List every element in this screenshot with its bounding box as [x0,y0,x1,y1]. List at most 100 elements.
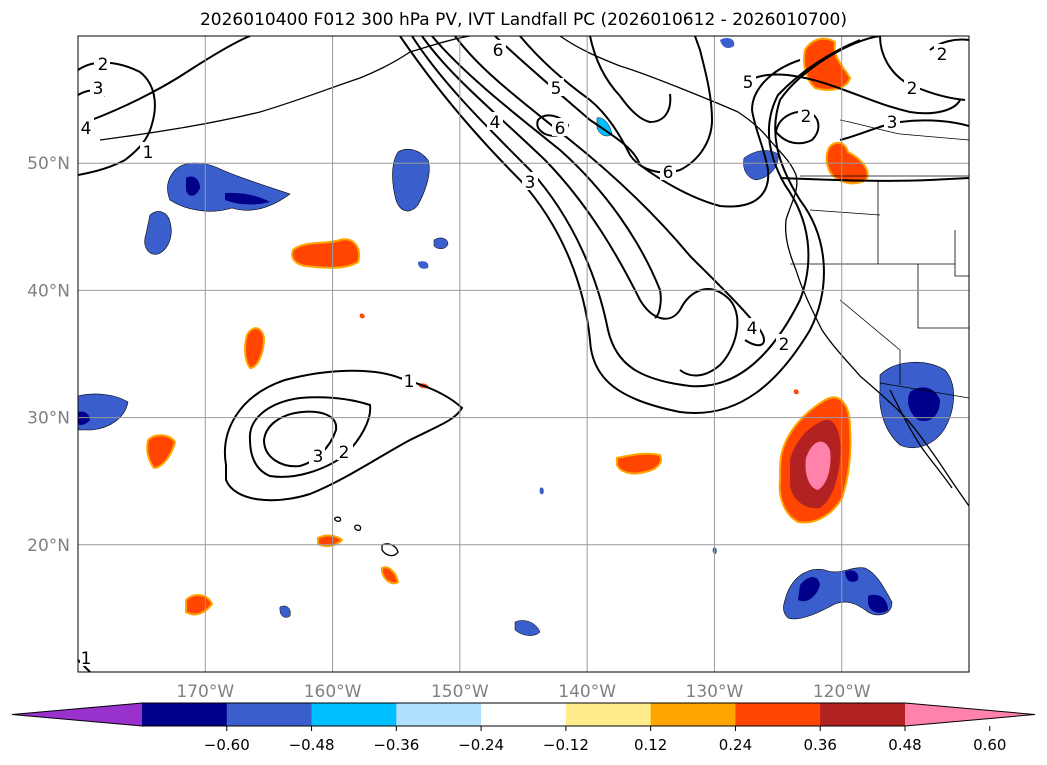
colorbar-tick-label: −0.12 [543,736,589,754]
negative-blob [783,567,893,620]
negative-blob [879,361,954,448]
colorbar-tick-label: −0.48 [289,736,335,754]
lon-tick-label: 160°W [304,682,362,702]
lon-tick-label: 120°W [813,682,871,702]
contour-label: 3 [313,447,324,467]
contour-line [431,36,662,319]
contour-label: 2 [779,335,790,355]
contour-label: 2 [98,55,109,75]
lat-tick-label: 20°N [27,536,70,556]
lon-tick-label: 150°W [431,682,489,702]
colorbar-segment [226,703,313,726]
colorbar-tick-label: 0.48 [888,736,921,754]
negative-blob [279,605,291,618]
pv-shading [78,37,954,636]
negative-blob [433,237,449,249]
contour-label: 3 [525,173,536,193]
axis-labels: 170°W 160°W 150°W 140°W 130°W 120°W 20°N 30°N 40… [27,154,871,702]
colorbar-tick-label: 0.12 [634,736,667,754]
contour-line [749,73,961,115]
hawaii-island [381,543,399,557]
map-background [78,36,969,672]
contour-label: 2 [801,107,812,127]
positive-blob [793,389,799,395]
colorbar-tick-label: −0.36 [373,736,419,754]
colorbar-segment [396,703,482,726]
political-borders [790,119,969,399]
negative-blob [514,620,541,636]
baja-coast [889,389,953,489]
contour-label: 6 [663,163,674,183]
contour-line [454,36,765,347]
contour-label: 6 [493,41,504,61]
positive-blob [778,396,852,524]
contour-line [494,36,801,208]
bc-coast [767,137,969,507]
negative-blob [720,38,735,48]
contour-label: 2 [339,443,350,463]
contour-label: 4 [490,113,501,133]
negative-blob [167,162,291,212]
colorbar-segment [820,703,906,726]
colorbar-tick-label: −0.60 [204,736,250,754]
colorbar: −0.60 −0.48 −0.36 −0.24 −0.12 0.12 0.24 0.36 0.4… [11,702,1036,754]
negative-blob [78,393,129,431]
lon-tick-label: 140°W [558,682,616,702]
contour-line [421,36,739,377]
lat-tick-label: 30°N [27,409,70,429]
lat-tick-label: 50°N [27,154,70,174]
positive-blob [616,452,662,475]
lon-tick-label: 170°W [176,682,234,702]
colorbar-segment [481,703,567,726]
colorbar-outline [11,702,1036,727]
contour-line [589,36,672,124]
contour-label: 1 [81,649,92,669]
contour-line [519,36,714,174]
negative-blob [418,261,429,269]
lon-tick-label: 130°W [686,682,744,702]
hawaii-island [354,524,362,531]
contour-line [78,61,156,176]
colorbar-tick-label: 0.60 [973,736,1006,754]
contour-line [411,36,861,388]
negative-blob [144,211,172,255]
contour-line [248,396,372,478]
contour-label: 2 [907,79,918,99]
contour-label: 5 [551,79,562,99]
contour-line [774,110,820,145]
colorbar-tick-label: 0.24 [719,736,752,754]
positive-blob [317,534,344,548]
alaska-coast [559,36,769,139]
coastlines [99,36,969,557]
contour-label: 4 [81,119,92,139]
negative-blob [743,150,779,181]
contour-label-group: 1 2 3 2 3 4 1 4 3 5 6 6 6 5 [78,40,950,669]
contour-label: 6 [555,119,566,139]
contour-label: 3 [93,79,104,99]
contour-line [78,36,251,126]
map-frame [77,35,970,673]
colorbar-segment [311,703,397,726]
colorbar-extend-low [12,703,142,726]
contour-line [779,177,969,182]
contour-line [929,38,969,51]
colorbar-tick-label: −0.24 [458,736,504,754]
negative-blob [539,487,544,495]
positive-blob [381,566,400,585]
colorbar-tick-label: 0.36 [804,736,837,754]
contour-label: 2 [937,45,948,65]
positive-blob [146,434,177,470]
positive-blob [244,327,266,370]
contour-label: 5 [743,73,754,93]
contour-label: 4 [747,319,758,339]
contour-label: 1 [404,372,415,392]
colorbar-extend-high [905,703,1035,726]
positive-blob [359,313,365,319]
pv-contours [78,36,969,672]
negative-blob [78,411,90,425]
gridlines [78,36,969,672]
alaska-coast [99,36,471,141]
hawaii-island [334,516,342,522]
contour-line [839,119,969,141]
